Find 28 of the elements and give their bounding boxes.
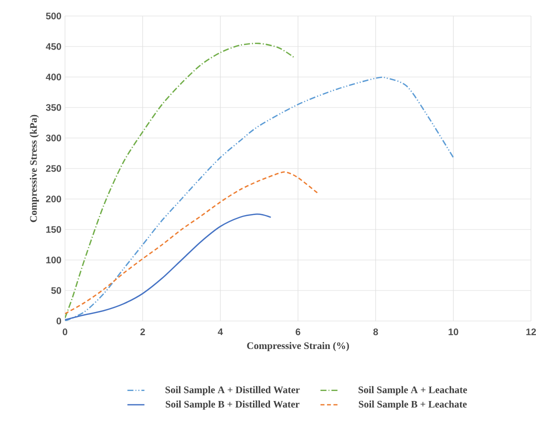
y-tick-label: 250 bbox=[46, 165, 62, 172]
y-tick-label: 100 bbox=[46, 256, 62, 264]
x-tick-label: 12 bbox=[526, 328, 536, 336]
legend-label: Soil Sample B + Leachate bbox=[358, 400, 467, 410]
y-tick-label: 400 bbox=[46, 74, 62, 80]
x-tick-label: 8 bbox=[373, 328, 378, 336]
x-tick-label: 0 bbox=[62, 328, 68, 336]
line-series bbox=[65, 214, 272, 320]
legend-label: Soil Sample A + Distilled Water bbox=[166, 386, 300, 396]
line-series bbox=[65, 42, 295, 319]
y-tick-label: 50 bbox=[51, 287, 62, 294]
y-tick-label: 300 bbox=[46, 134, 62, 142]
y-tick-label: 200 bbox=[46, 196, 62, 202]
y-tick-label: 450 bbox=[46, 43, 62, 50]
y-tick-label: 0 bbox=[56, 318, 62, 324]
y-axis-title: Compressive Stress (kPa) bbox=[30, 114, 39, 222]
x-tick-label: 6 bbox=[296, 328, 300, 336]
y-tick-label: 350 bbox=[46, 104, 62, 111]
y-tick-label: 500 bbox=[46, 12, 62, 20]
line-series bbox=[65, 76, 454, 321]
legend-label: Soil Sample A + Leachate bbox=[358, 386, 467, 396]
y-tick-label: 150 bbox=[46, 226, 62, 233]
legend-label: Soil Sample B + Distilled Water bbox=[166, 400, 300, 410]
x-tick-label: 10 bbox=[448, 328, 458, 336]
x-axis-title: Compressive Strain (%) bbox=[247, 342, 349, 352]
line-series bbox=[65, 171, 318, 314]
x-tick-label: 4 bbox=[218, 328, 223, 336]
x-tick-label: 2 bbox=[140, 328, 145, 336]
